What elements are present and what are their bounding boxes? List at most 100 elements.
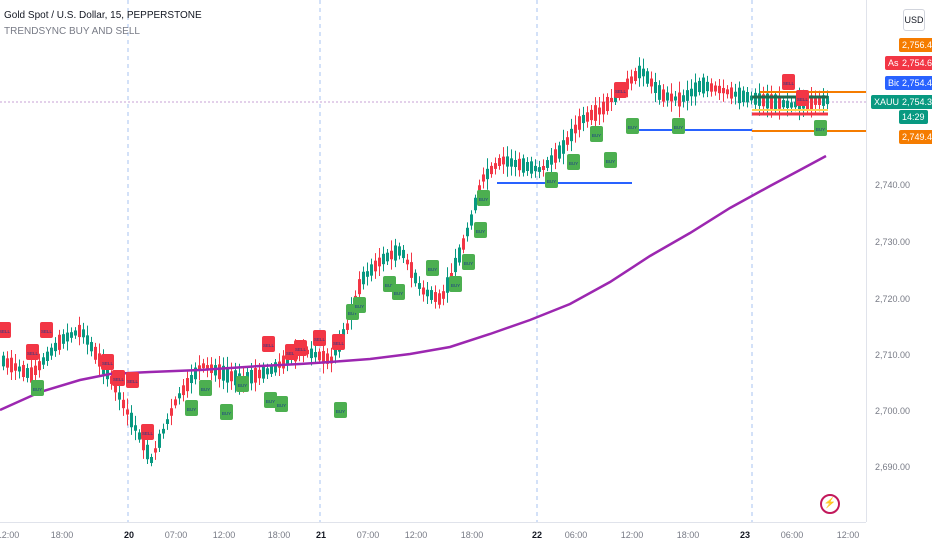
candles xyxy=(2,57,829,467)
candle-body xyxy=(70,332,73,338)
buy-signal-box xyxy=(590,126,603,142)
buy-signal-label: BUY xyxy=(348,311,357,316)
candle-body xyxy=(590,109,593,121)
bid-price-badge: 2,754.42 xyxy=(899,76,932,90)
sell-signal-box xyxy=(40,322,53,338)
candle-body xyxy=(26,368,29,378)
candle-body xyxy=(118,392,121,400)
candle-body xyxy=(186,378,189,392)
sell-signal: SELL xyxy=(0,322,11,338)
candle-body xyxy=(166,419,169,424)
candle-body xyxy=(274,362,277,373)
candle-body xyxy=(570,128,573,142)
buy-signal: BUY xyxy=(275,396,288,412)
candle-body xyxy=(566,137,569,145)
candle-body xyxy=(2,355,5,367)
candle-body xyxy=(690,88,693,97)
sell-signal: SELL xyxy=(294,340,307,356)
candle-body xyxy=(226,366,229,383)
candle-body xyxy=(438,293,441,305)
buy-signal-box xyxy=(426,260,439,276)
candle-body xyxy=(594,105,597,121)
buy-signal-label: BUY xyxy=(201,387,210,392)
candle-body xyxy=(726,89,729,95)
candle-body xyxy=(6,358,9,368)
buy-signal: BUY xyxy=(185,400,198,416)
sell-signal-label: SELL xyxy=(263,343,275,348)
time-tick-day: 20 xyxy=(123,530,135,540)
sell-signal-label: SELL xyxy=(286,351,298,356)
candle-body xyxy=(778,97,781,109)
buy-signal: BUY xyxy=(334,402,347,418)
sell-signal-box xyxy=(313,330,326,346)
candle-body xyxy=(310,348,313,359)
candle-body xyxy=(202,363,205,369)
candle-body xyxy=(138,432,141,440)
candle-body xyxy=(470,214,473,226)
candle-body xyxy=(542,165,545,171)
time-tick-day: 23 xyxy=(739,530,751,540)
candle-body xyxy=(322,350,325,364)
candle-body xyxy=(58,334,61,350)
level-high-badge: 2,756.49 xyxy=(899,38,932,52)
sell-signal-box xyxy=(782,74,795,90)
sell-signal: SELL xyxy=(796,90,809,106)
price-axis[interactable]: USD 2,740.00 2,730.00 2,720.00 2,710.00 … xyxy=(866,0,932,522)
candle-body xyxy=(270,366,273,374)
time-tick: 06:00 xyxy=(780,530,804,540)
time-axis[interactable]: 12:00 18:00 20 07:00 12:00 18:00 21 07:0… xyxy=(0,522,866,551)
candle-body xyxy=(38,361,41,371)
sell-signal-label: SELL xyxy=(142,431,154,436)
sell-signal: SELL xyxy=(112,370,125,386)
candle-body xyxy=(42,357,45,365)
candle-body xyxy=(250,369,253,384)
candle-body xyxy=(418,283,421,289)
last-price-badge: 2,754.36 xyxy=(899,95,932,109)
candle-body xyxy=(626,78,629,90)
candle-body xyxy=(790,102,793,108)
candle-body xyxy=(478,185,481,191)
candle-body xyxy=(158,433,161,448)
candle-body xyxy=(130,412,133,428)
candle-body xyxy=(426,289,429,297)
buy-signal-label: BUY xyxy=(606,159,615,164)
price-tick: 2,720.00 xyxy=(875,294,911,304)
buy-signal-label: BUY xyxy=(569,161,578,166)
buy-signal-label: BUY xyxy=(592,133,601,138)
candle-body xyxy=(330,356,333,364)
candle-body xyxy=(454,257,457,273)
candle-body xyxy=(794,101,797,108)
candle-body xyxy=(546,160,549,168)
sell-signal-label: SELL xyxy=(27,351,39,356)
currency-button[interactable]: USD xyxy=(903,9,925,31)
time-tick: 12:00 xyxy=(0,530,20,540)
candle-body xyxy=(254,368,257,383)
buy-signal-label: BUY xyxy=(33,387,42,392)
sell-signal-label: SELL xyxy=(797,97,809,102)
candle-body xyxy=(10,357,13,373)
chart-legend: Gold Spot / U.S. Dollar, 15, PEPPERSTONE… xyxy=(4,10,202,37)
candle-body xyxy=(262,366,265,379)
candle-body xyxy=(442,291,445,299)
candle-body xyxy=(314,352,317,358)
buy-signal-label: BUY xyxy=(238,383,247,388)
buy-signal: BUY xyxy=(426,260,439,276)
buy-signal: BUY xyxy=(477,190,490,206)
candle-body xyxy=(486,168,489,180)
buy-signal-label: BUY xyxy=(187,407,196,412)
buy-signal-box xyxy=(185,400,198,416)
candle-body xyxy=(774,94,777,111)
candle-body xyxy=(366,271,369,277)
candle-body xyxy=(650,78,653,87)
lightning-icon[interactable]: ⚡ xyxy=(820,494,840,514)
candle-body xyxy=(34,365,37,375)
session-separators xyxy=(127,0,753,522)
candle-body xyxy=(398,246,401,256)
candle-body xyxy=(742,90,745,103)
candle-body xyxy=(222,365,225,381)
candle-body xyxy=(22,364,25,378)
candle-body xyxy=(234,370,237,386)
sell-signal: SELL xyxy=(313,330,326,346)
